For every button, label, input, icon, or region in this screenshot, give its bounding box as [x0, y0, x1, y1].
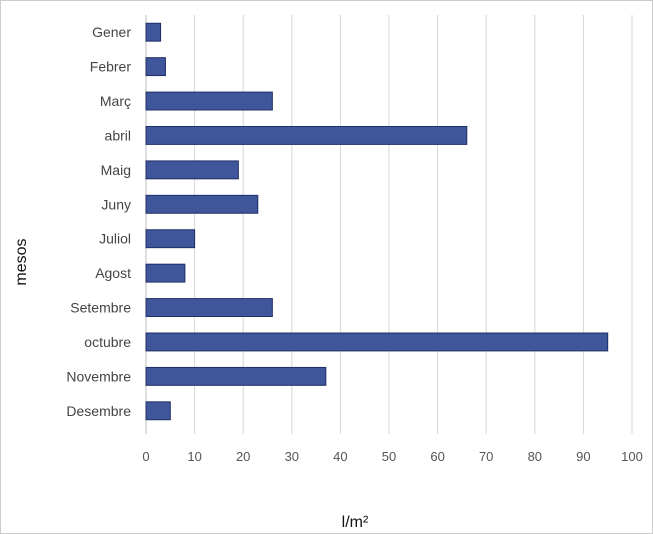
- bar-setembre: [145, 298, 273, 317]
- x-tick-label: 40: [333, 449, 347, 464]
- x-tick-label: 90: [576, 449, 590, 464]
- category-label: Febrer: [90, 59, 132, 75]
- category-label: Maig: [101, 162, 131, 178]
- bar-març: [145, 91, 273, 111]
- category-labels: Gener Febrer Març abril Maig Juny Juliol Agost S…: [66, 24, 131, 419]
- x-tick-label: 30: [285, 449, 299, 464]
- category-label: Juliol: [99, 231, 131, 247]
- grid-lines: [145, 15, 633, 434]
- bar-octubre: [145, 332, 609, 352]
- category-label: Desembre: [66, 403, 131, 419]
- x-tick-label: 50: [382, 449, 396, 464]
- tick-labels: 0 10 20 30 40 50 60 70 80 90 100: [142, 449, 642, 464]
- x-tick-label: 60: [430, 449, 444, 464]
- x-tick-label: 0: [142, 449, 149, 464]
- x-tick-label: 80: [528, 449, 542, 464]
- bar-agost: [145, 263, 186, 283]
- bar-juliol: [145, 229, 196, 249]
- bar-gener: [145, 22, 162, 42]
- x-tick-label: 70: [479, 449, 493, 464]
- y-axis-title: mesos: [13, 238, 30, 285]
- bars: [145, 22, 609, 421]
- category-label: Juny: [101, 196, 131, 212]
- bar-febrer: [145, 57, 166, 77]
- category-label: Novembre: [66, 368, 131, 384]
- x-tick-label: 100: [621, 449, 643, 464]
- category-label: Agost: [95, 265, 131, 281]
- bar-juny: [145, 194, 259, 214]
- bar-desembre: [145, 401, 171, 421]
- x-axis-title: l/m²: [342, 514, 369, 531]
- category-label: abril: [105, 127, 131, 143]
- category-label: octubre: [84, 334, 131, 350]
- bar-abril: [145, 126, 468, 145]
- category-label: Març: [100, 93, 131, 109]
- category-label: Setembre: [70, 300, 131, 316]
- x-tick-label: 20: [236, 449, 250, 464]
- bar-maig: [145, 160, 239, 180]
- x-tick-label: 10: [187, 449, 201, 464]
- bar-novembre: [145, 366, 327, 386]
- category-label: Gener: [92, 24, 131, 40]
